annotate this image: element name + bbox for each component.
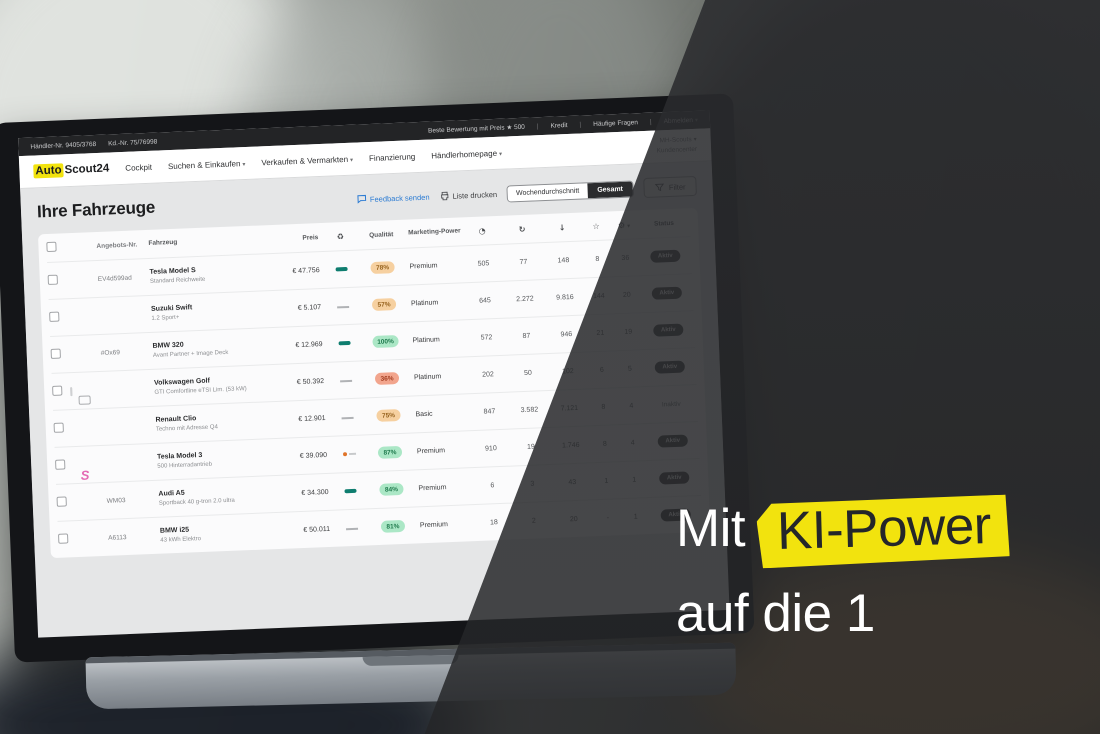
offer-id: [102, 388, 154, 390]
views-pie-icon[interactable]: ◔: [478, 225, 486, 236]
offer-id: #Ox69: [100, 348, 121, 357]
offer-id: EV4d599ad: [97, 274, 132, 283]
header-marketing-power[interactable]: Marketing-Power: [408, 227, 461, 237]
metric-views: 6: [490, 481, 495, 489]
vehicle-price: € 12.969: [295, 340, 323, 349]
metric-views: 505: [477, 259, 490, 268]
metric-views: 847: [483, 407, 496, 416]
meta-link-faq[interactable]: Häufige Fragen: [593, 118, 639, 128]
vehicle-price: € 39.090: [299, 451, 328, 460]
metric-views: 572: [480, 333, 493, 342]
vehicle-price: € 34.300: [301, 488, 329, 497]
meta-link-rating[interactable]: Beste Bewertung mit Preis ★ 500: [427, 123, 525, 135]
marketing-tier: Basic: [415, 410, 433, 418]
chat-bubble-icon: [357, 194, 367, 204]
offer-id: [105, 462, 157, 464]
metric-sync: 2.272: [516, 295, 534, 303]
printer-icon: [440, 191, 449, 201]
metric-sync: 3.582: [520, 405, 539, 414]
quality-badge: 87%: [378, 445, 402, 459]
offer-id: [99, 314, 151, 316]
header-angebots-nr[interactable]: Angebots-Nr.: [96, 240, 138, 250]
header-qualitaet[interactable]: Qualität: [369, 230, 394, 239]
row-checkbox[interactable]: [50, 348, 61, 359]
eco-trend-icon[interactable]: ♻: [336, 231, 345, 241]
quality-badge: 75%: [376, 408, 401, 422]
metric-sync: 87: [522, 332, 531, 340]
row-checkbox[interactable]: [53, 422, 64, 433]
marketing-tier: Platinum: [412, 335, 440, 344]
price-trend-indicator: [325, 302, 361, 310]
vehicle-price: € 50.011: [303, 525, 331, 534]
nav-item-cockpit[interactable]: Cockpit: [125, 162, 153, 173]
price-trend-indicator: [334, 524, 370, 532]
page-title: Ihre Fahrzeuge: [36, 197, 156, 222]
view-toggle: Wochendurchschnitt Gesamt: [506, 179, 635, 203]
toggle-wochendurchschnitt[interactable]: Wochendurchschnitt: [507, 182, 588, 201]
nav-item-suchen-einkaufen[interactable]: Suchen & Einkaufen: [168, 158, 246, 171]
offer-id: WM03: [106, 496, 126, 505]
quality-badge: 84%: [379, 482, 404, 496]
marketing-tier: Premium: [409, 261, 438, 270]
marketing-tier: Premium: [416, 446, 446, 455]
header-preis[interactable]: Preis: [302, 233, 319, 242]
marketing-tier: Premium: [419, 520, 449, 529]
marketing-tier: Premium: [418, 483, 447, 492]
metric-downloads: 148: [557, 256, 570, 265]
vehicle-price: € 5.107: [297, 303, 322, 312]
headline-prefix: Mit: [676, 499, 746, 558]
marketing-tier: Platinum: [410, 298, 439, 307]
meta-link-credit[interactable]: Kredit: [550, 121, 568, 130]
price-trend-indicator: [329, 413, 365, 421]
offer-id: [104, 425, 156, 427]
quality-badge: 57%: [372, 298, 396, 311]
row-checkbox[interactable]: [47, 274, 58, 286]
metric-downloads: 9.816: [556, 293, 574, 302]
row-checkbox[interactable]: [55, 459, 66, 470]
sync-icon[interactable]: ↻: [518, 224, 526, 234]
metric-views: 202: [481, 370, 494, 379]
price-trend-indicator: [323, 265, 359, 273]
vehicle-thumbnail: [70, 386, 73, 396]
header-fahrzeug[interactable]: Fahrzeug: [148, 238, 178, 247]
offer-id: A6113: [108, 533, 127, 542]
print-list-button[interactable]: Liste drucken: [439, 189, 497, 201]
autoscout24-logo[interactable]: Auto Scout24: [33, 161, 110, 179]
metric-views: 645: [478, 296, 491, 305]
metric-sync: 50: [523, 369, 532, 377]
headline-line2: auf die 1: [676, 584, 875, 643]
nav-item-finanzierung[interactable]: Finanzierung: [368, 151, 416, 163]
headline: Mit KI-Power auf die 1: [676, 498, 1009, 640]
star-icon[interactable]: ☆: [592, 221, 600, 231]
feedback-button[interactable]: Feedback senden: [357, 192, 430, 205]
select-all-checkbox[interactable]: [46, 241, 57, 253]
row-checkbox[interactable]: [52, 385, 63, 396]
vehicle-price: € 50.392: [296, 377, 325, 386]
metric-views: 910: [484, 444, 497, 453]
quality-badge: 36%: [375, 372, 399, 385]
price-trend-indicator: [331, 450, 367, 458]
vehicle-price: € 47.756: [292, 266, 320, 275]
toggle-gesamt[interactable]: Gesamt: [586, 180, 634, 198]
price-trend-indicator: [328, 376, 364, 384]
row-checkbox[interactable]: [56, 496, 67, 507]
nav-item-verkaufen-vermarkten[interactable]: Verkaufen & Vermarkten: [261, 154, 353, 166]
row-checkbox[interactable]: [57, 533, 69, 544]
vehicle-price: € 12.901: [298, 414, 326, 423]
price-trend-indicator: [326, 339, 362, 347]
metric-sync: 77: [519, 258, 528, 266]
quality-badge: 78%: [370, 261, 395, 275]
row-checkbox[interactable]: [49, 311, 60, 322]
dealer-number: Händler-Nr. 9405/3768: [30, 140, 97, 151]
quality-badge: 100%: [372, 334, 400, 349]
quality-badge: 81%: [381, 519, 405, 533]
headline-highlight: KI-Power: [756, 494, 1010, 568]
customer-number: Kd.-Nr. 75/76998: [107, 138, 158, 147]
price-trend-indicator: [332, 487, 368, 495]
marketing-tier: Platinum: [413, 372, 442, 381]
nav-item-haendlerhomepage[interactable]: Händlerhomepage: [431, 148, 502, 160]
download-icon[interactable]: ↓: [558, 222, 566, 232]
